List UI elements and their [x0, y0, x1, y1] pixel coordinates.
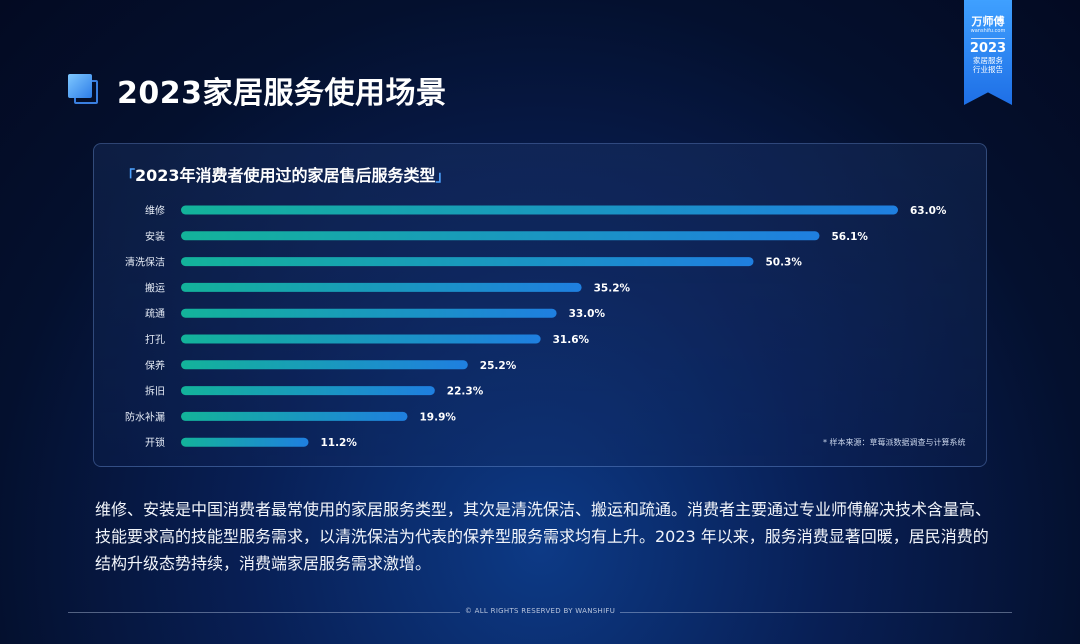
value-label: 22.3% [447, 386, 484, 398]
ribbon-line-1: 家居服务 [973, 56, 1003, 65]
page-title: 2023家居服务使用场景 [117, 76, 447, 111]
title-bracket-right: 」 [435, 169, 450, 185]
bar [181, 308, 557, 318]
value-label: 31.6% [553, 334, 590, 346]
bar [181, 231, 820, 241]
title-icon [68, 74, 100, 106]
bar [181, 257, 754, 267]
value-label: 25.2% [480, 360, 517, 372]
footer-copyright: © ALL RIGHTS RESERVED BY WANSHIFU [464, 607, 616, 615]
bar [181, 334, 541, 344]
category-label: 安装 [145, 230, 165, 243]
value-label: 19.9% [419, 411, 456, 423]
source-note: * 样本来源：草莓派数据调查与计算系统 [823, 438, 966, 447]
category-label: 保养 [145, 359, 165, 372]
footer-rule-right [620, 612, 1012, 613]
chart-title-text: 2023年消费者使用过的家居售后服务类型 [135, 166, 436, 185]
value-label: 50.3% [765, 257, 802, 269]
category-label: 拆旧 [145, 385, 165, 398]
value-label: 35.2% [594, 282, 631, 294]
summary-paragraph: 维修、安装是中国消费者最常使用的家居服务类型，其次是清洗保洁、搬运和疏通。消费者… [95, 500, 992, 573]
bar [181, 386, 435, 396]
ribbon-divider [971, 38, 1005, 39]
value-label: 56.1% [831, 231, 868, 243]
category-label: 打孔 [145, 333, 165, 346]
brand-logo-text: 万师傅 [971, 15, 1005, 28]
bar [181, 205, 898, 215]
category-label: 防水补漏 [125, 410, 165, 423]
brand-site: wanshifu.com [970, 28, 1006, 34]
value-label: 63.0% [910, 205, 947, 217]
category-label: 疏通 [145, 307, 165, 320]
value-label: 11.2% [320, 437, 357, 449]
category-label: 清洗保洁 [125, 256, 165, 269]
title-bracket-left: 「 [121, 169, 135, 185]
ribbon-line-2: 行业报告 [973, 65, 1003, 74]
bar [181, 411, 408, 421]
ribbon-year: 2023 [969, 41, 1007, 56]
chart-title: 「2023年消费者使用过的家居售后服务类型」 [121, 162, 450, 186]
bar [181, 437, 309, 447]
category-label: 搬运 [145, 281, 165, 294]
category-label: 开锁 [145, 436, 165, 449]
value-label: 33.0% [569, 308, 606, 320]
bar [181, 282, 582, 292]
bar [181, 360, 468, 370]
footer-rule-left [68, 612, 460, 613]
brand-ribbon: 万师傅 wanshifu.com 2023 家居服务 行业报告 [964, 0, 1012, 105]
category-label: 维修 [145, 204, 165, 217]
